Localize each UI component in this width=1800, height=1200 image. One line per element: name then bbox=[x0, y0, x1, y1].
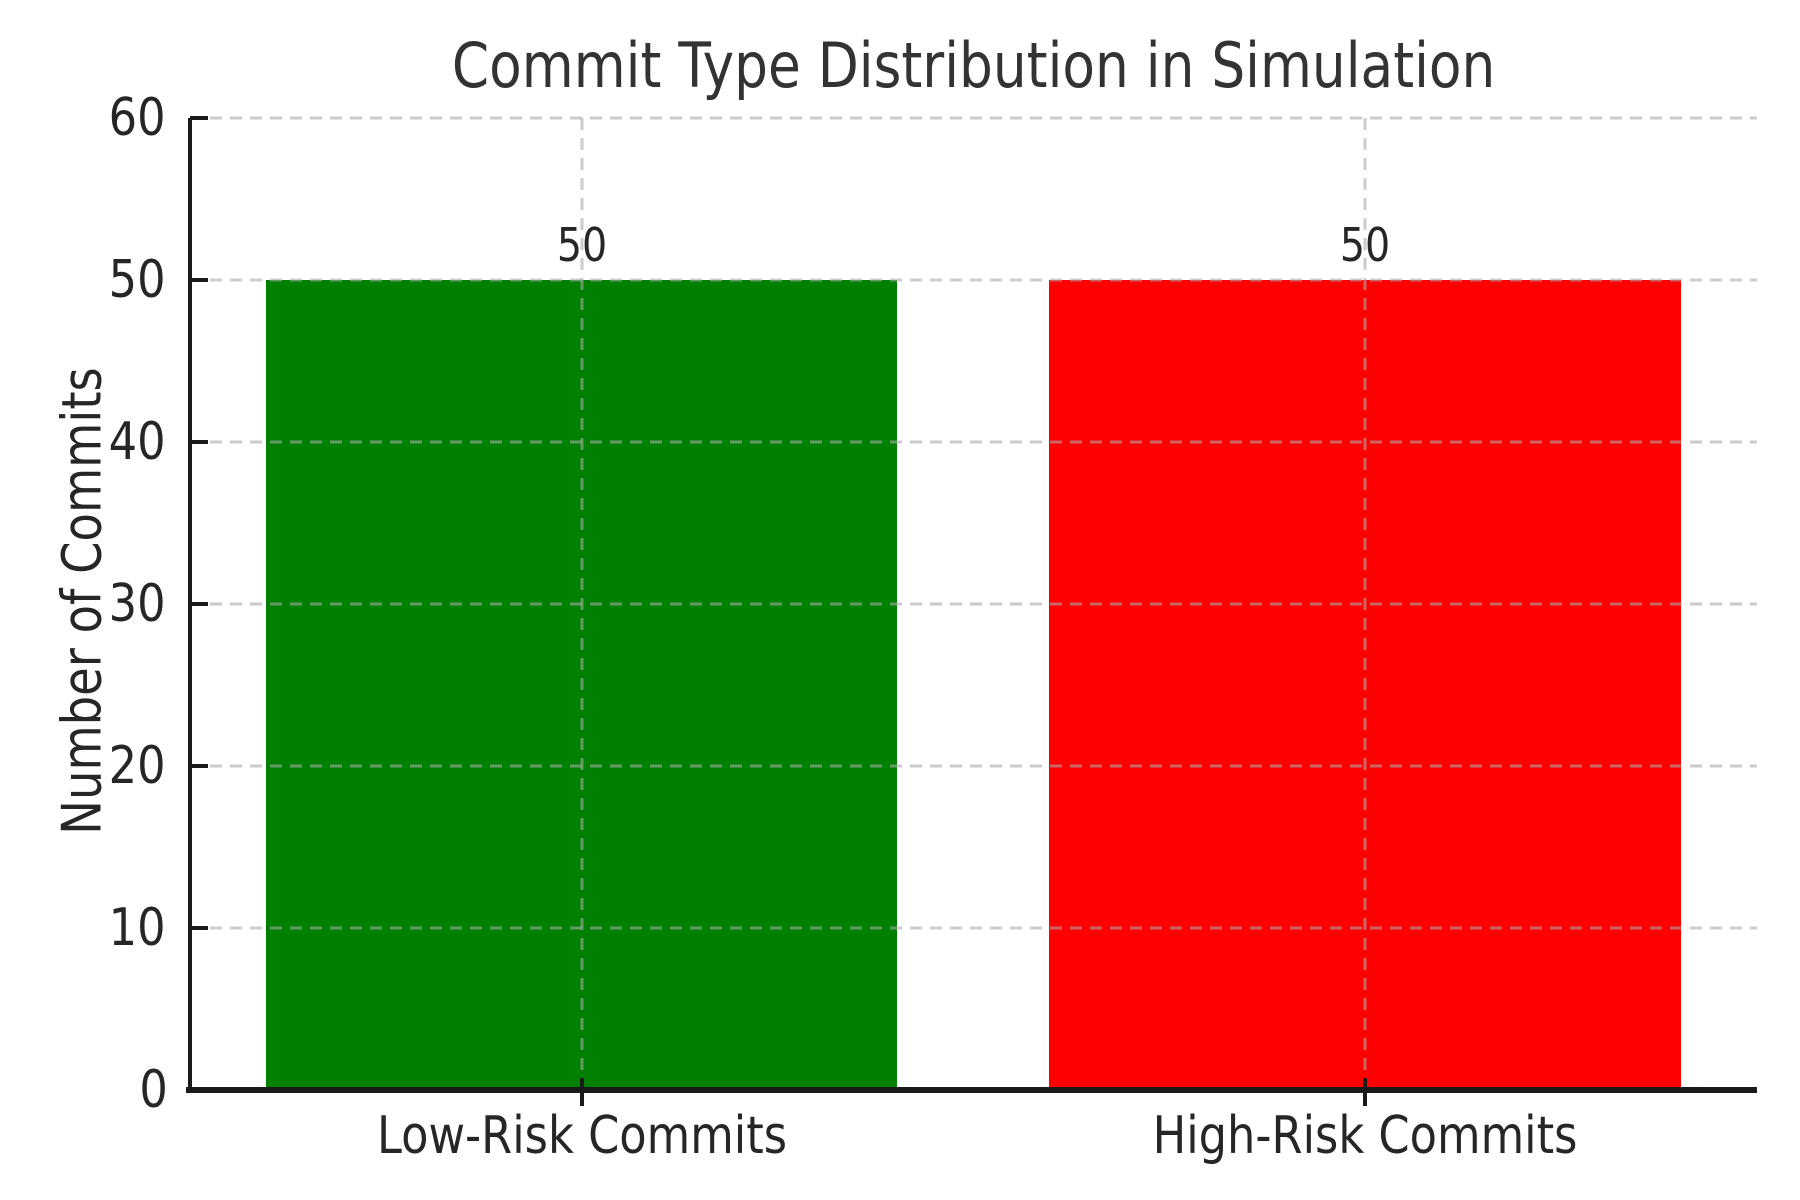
y-tick-label-text: 30 bbox=[108, 574, 166, 634]
plot-area: 0 10 20 30 40 50 60 Low-Risk Commits 50 High-Risk… bbox=[108, 92, 1757, 1165]
y-tick-mark-10 bbox=[190, 926, 208, 931]
chart-title: Commit Type Distribution in Simulation bbox=[190, 29, 1757, 102]
h-gridline-40 bbox=[190, 440, 1757, 444]
x-tick-label-low-risk-commits: Low-Risk Commits bbox=[343, 1106, 820, 1166]
h-gridline-30 bbox=[190, 602, 1757, 606]
h-gridline-60 bbox=[190, 116, 1757, 120]
h-gridline-20 bbox=[190, 764, 1757, 768]
bar-value-label-low-risk-commits: 50 bbox=[552, 222, 611, 268]
y-tick-label-text: 10 bbox=[108, 898, 166, 959]
y-tick-label-text: 40 bbox=[108, 412, 166, 473]
y-tick-label-50: 50 bbox=[104, 254, 170, 306]
y-tick-label-0: 0 bbox=[137, 1064, 170, 1116]
x-tick-label-high-risk-commits: High-Risk Commits bbox=[1118, 1106, 1612, 1166]
y-tick-label-30: 30 bbox=[104, 578, 170, 630]
h-gridline-50 bbox=[190, 278, 1757, 282]
x-tick-mark-low-risk-commits bbox=[579, 1078, 584, 1106]
bar-value-label-text: 50 bbox=[556, 218, 607, 272]
x-tick-label-text: High-Risk Commits bbox=[1152, 1106, 1578, 1166]
y-tick-label-text: 20 bbox=[108, 736, 166, 797]
x-axis-line bbox=[186, 1087, 1757, 1093]
y-tick-label-text: 50 bbox=[108, 250, 166, 310]
bar-value-label-high-risk-commits: 50 bbox=[1336, 222, 1395, 268]
x-tick-label-text: Low-Risk Commits bbox=[376, 1106, 787, 1166]
y-tick-mark-20 bbox=[190, 764, 208, 769]
y-tick-mark-60 bbox=[190, 116, 208, 120]
v-gridline-high-risk-commits bbox=[1363, 118, 1367, 1090]
bar-value-label-text: 50 bbox=[1340, 218, 1391, 272]
y-tick-mark-30 bbox=[190, 602, 208, 606]
chart-title-text: Commit Type Distribution in Simulation bbox=[451, 29, 1496, 102]
x-tick-mark-high-risk-commits bbox=[1363, 1078, 1368, 1106]
y-tick-label-60: 60 bbox=[104, 92, 170, 144]
y-tick-label-40: 40 bbox=[104, 416, 170, 468]
h-gridline-10 bbox=[190, 926, 1757, 930]
v-gridline-low-risk-commits bbox=[580, 118, 584, 1090]
y-tick-mark-40 bbox=[190, 440, 208, 445]
y-tick-label-10: 10 bbox=[104, 902, 170, 954]
y-tick-mark-50 bbox=[190, 278, 208, 282]
y-tick-label-20: 20 bbox=[104, 740, 170, 792]
y-tick-label-text: 60 bbox=[108, 88, 166, 148]
y-tick-label-text: 0 bbox=[139, 1060, 168, 1120]
